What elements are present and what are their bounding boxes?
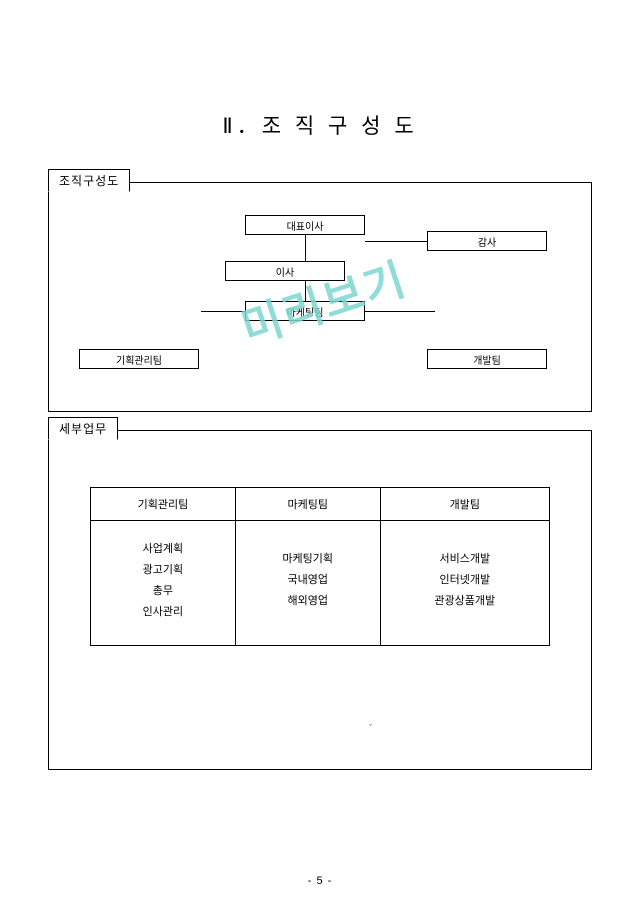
detail-column-header: 마케팅팀 — [235, 488, 380, 521]
org-box-dev: 개발팀 — [427, 349, 547, 369]
detail-item: 마케팅기획 — [240, 549, 376, 570]
detail-item: 인터넷개발 — [385, 570, 545, 591]
detail-item: 광고기획 — [95, 560, 231, 581]
detail-panel: 세부업무 기획관리팀마케팅팀개발팀사업계획광고기획총무인사관리마케팅기획국내영업… — [48, 430, 592, 770]
org-chart-canvas: 대표이사감사이사마케팅팀기획관리팀 개발팀 — [49, 183, 591, 411]
stray-mark: ˇ — [369, 723, 372, 733]
document-page: Ⅱ．조 직 구 성 도 조직구성도 대표이사감사이사마케팅팀기획관리팀개발팀 세… — [48, 38, 592, 858]
org-box-ceo: 대표이사 — [245, 215, 365, 235]
org-connector — [305, 235, 306, 261]
org-chart-panel: 조직구성도 대표이사감사이사마케팅팀기획관리팀개발팀 — [48, 182, 592, 412]
org-connector — [365, 241, 427, 242]
detail-column-header: 기획관리팀 — [91, 488, 236, 521]
detail-item: 사업계획 — [95, 539, 231, 560]
org-box-planning: 기획관리팀 — [79, 349, 199, 369]
org-box-director: 이사 — [225, 261, 345, 281]
detail-column-cell: 사업계획광고기획총무인사관리 — [91, 521, 236, 646]
detail-item: 국내영업 — [240, 570, 376, 591]
detail-column-header: 개발팀 — [380, 488, 549, 521]
page-number: - 5 - — [0, 875, 640, 887]
detail-item: 관광상품개발 — [385, 591, 545, 612]
page-title: Ⅱ．조 직 구 성 도 — [48, 110, 592, 140]
detail-item: 총무 — [95, 581, 231, 602]
org-connector — [305, 281, 306, 301]
org-connector — [201, 311, 245, 312]
detail-item: 해외영업 — [240, 591, 376, 612]
detail-column-cell: 마케팅기획국내영업해외영업 — [235, 521, 380, 646]
detail-tab: 세부업무 — [48, 417, 118, 440]
detail-item: 인사관리 — [95, 602, 231, 623]
detail-column-cell: 서비스개발인터넷개발관광상품개발 — [380, 521, 549, 646]
org-connector — [365, 311, 435, 312]
org-box-auditor: 감사 — [427, 231, 547, 251]
detail-table: 기획관리팀마케팅팀개발팀사업계획광고기획총무인사관리마케팅기획국내영업해외영업서… — [90, 487, 550, 646]
org-box-marketing: 마케팅팀 — [245, 301, 365, 321]
detail-item: 서비스개발 — [385, 549, 545, 570]
